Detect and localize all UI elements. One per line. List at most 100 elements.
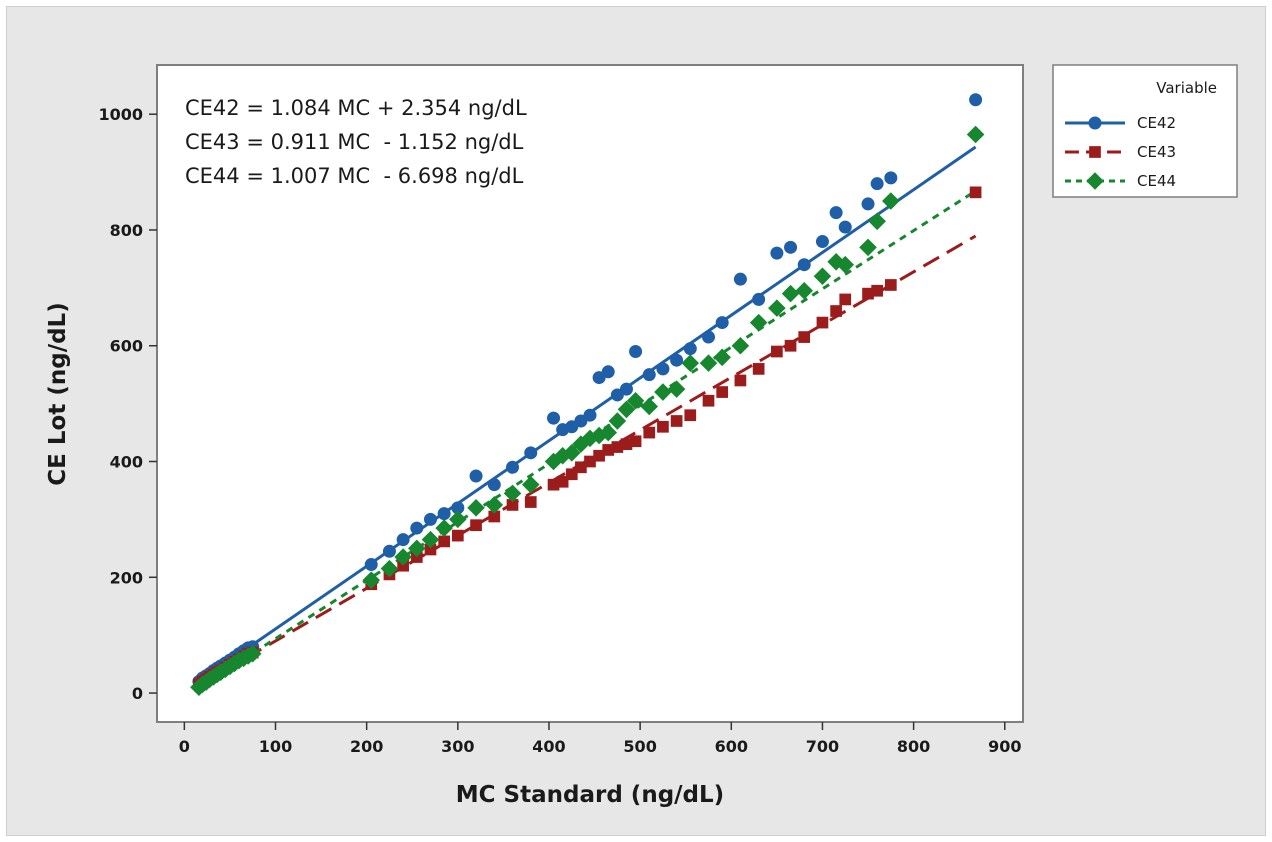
data-point-ce43 bbox=[969, 186, 982, 199]
data-point-ce43 bbox=[470, 519, 482, 532]
legend-marker-ce43 bbox=[1089, 146, 1101, 158]
data-point-ce43 bbox=[451, 529, 464, 542]
data-point-ce44 bbox=[868, 212, 886, 231]
data-point-ce42 bbox=[583, 408, 597, 422]
data-point-ce44 bbox=[503, 484, 522, 503]
x-axis: 0 100 200 300 400 500 600 700 800 900 bbox=[179, 722, 1021, 756]
data-point-ce44 bbox=[966, 125, 985, 144]
data-point-ce44 bbox=[795, 281, 813, 300]
x-tick-label: 200 bbox=[350, 737, 383, 756]
equation-ce43: CE43 = 0.911 MC - 1.152 ng/dL bbox=[185, 130, 524, 154]
data-point-ce43 bbox=[620, 438, 633, 450]
data-point-ce44 bbox=[435, 519, 453, 537]
data-point-ce43 bbox=[565, 468, 578, 481]
data-point-ce42 bbox=[469, 469, 483, 483]
data-point-ce44 bbox=[749, 313, 768, 332]
data-point-ce42 bbox=[715, 316, 729, 330]
data-point-ce43 bbox=[611, 441, 624, 453]
legend-label-ce42: CE42 bbox=[1137, 114, 1176, 132]
data-point-ce42 bbox=[752, 292, 766, 306]
data-point-ce43 bbox=[702, 394, 715, 407]
y-tick-label: 400 bbox=[110, 453, 143, 472]
data-point-ce44 bbox=[813, 267, 832, 286]
data-point-ce42 bbox=[382, 544, 396, 558]
data-point-ce43 bbox=[547, 478, 560, 491]
data-point-ce43 bbox=[862, 287, 874, 300]
data-point-ce42 bbox=[506, 460, 520, 474]
y-tick-label: 600 bbox=[110, 337, 143, 356]
data-point-ce44 bbox=[521, 475, 540, 494]
data-point-ce44 bbox=[362, 571, 380, 589]
data-point-ce44 bbox=[667, 380, 686, 398]
data-point-ce44 bbox=[421, 530, 440, 549]
x-tick-label: 600 bbox=[715, 737, 748, 756]
data-point-ce42 bbox=[396, 533, 410, 547]
legend-box bbox=[1052, 64, 1238, 198]
data-point-ce43 bbox=[438, 535, 450, 548]
data-point-ce44 bbox=[562, 444, 581, 462]
data-point-ce43 bbox=[629, 435, 642, 448]
data-point-ce44 bbox=[654, 383, 672, 401]
data-point-ce44 bbox=[572, 435, 590, 453]
data-point-ce42 bbox=[969, 93, 983, 107]
data-point-ce44 bbox=[699, 354, 718, 372]
data-point-ce42 bbox=[683, 342, 697, 356]
chart-svg: 0 100 200 300 400 500 600 700 800 900 0 200 400 600 8… bbox=[45, 64, 1238, 808]
data-point-ce44 bbox=[768, 299, 786, 317]
data-point-ce44 bbox=[467, 499, 485, 517]
data-point-ce43 bbox=[670, 415, 683, 427]
data-point-ce43 bbox=[784, 339, 797, 352]
data-point-ce42 bbox=[601, 365, 615, 379]
y-tick-label: 200 bbox=[110, 568, 143, 587]
legend-label-ce43: CE43 bbox=[1137, 143, 1176, 161]
data-point-ce44 bbox=[731, 336, 750, 355]
legend-entries: CE42 CE43 CE44 bbox=[1065, 114, 1176, 190]
data-point-ce43 bbox=[488, 510, 501, 523]
data-point-ce42 bbox=[437, 507, 451, 521]
data-point-ce44 bbox=[640, 397, 659, 416]
data-point-ce44 bbox=[859, 238, 877, 257]
data-point-ce43 bbox=[602, 444, 615, 456]
x-tick-label: 800 bbox=[897, 737, 930, 756]
x-tick-label: 0 bbox=[179, 737, 190, 756]
data-point-ce43 bbox=[798, 331, 811, 343]
data-point-ce43 bbox=[584, 455, 596, 468]
x-tick-label: 500 bbox=[623, 737, 656, 756]
data-point-ce44 bbox=[608, 412, 627, 430]
data-point-ce43 bbox=[593, 449, 605, 462]
data-point-ce43 bbox=[771, 345, 783, 358]
x-tick-label: 900 bbox=[988, 737, 1021, 756]
data-point-ce42 bbox=[829, 206, 843, 220]
data-point-ce44 bbox=[485, 496, 504, 514]
data-point-ce43 bbox=[684, 409, 697, 422]
data-point-ce42 bbox=[619, 382, 633, 396]
data-point-ce42 bbox=[642, 368, 656, 382]
data-point-ce43 bbox=[716, 386, 729, 398]
data-point-ce42 bbox=[815, 235, 829, 249]
chart-frame: 0 100 200 300 400 500 600 700 800 900 0 200 400 600 8… bbox=[6, 6, 1266, 836]
data-point-ce44 bbox=[626, 391, 645, 410]
data-point-ce43 bbox=[830, 305, 842, 317]
data-point-ce44 bbox=[713, 348, 731, 367]
data-point-ce43 bbox=[871, 284, 883, 297]
data-point-ce42 bbox=[524, 446, 538, 460]
data-point-ce43 bbox=[839, 293, 852, 306]
data-point-ce44 bbox=[394, 548, 412, 566]
data-point-ce42 bbox=[770, 246, 784, 260]
data-point-ce42 bbox=[838, 220, 852, 234]
data-point-ce44 bbox=[882, 192, 900, 210]
data-point-ce44 bbox=[243, 644, 262, 663]
data-markers bbox=[190, 93, 985, 697]
data-point-ce42 bbox=[733, 272, 747, 286]
legend: Variable CE42 CE43 CE44 bbox=[1052, 64, 1238, 198]
data-point-ce42 bbox=[870, 177, 884, 191]
data-point-ce43 bbox=[556, 475, 569, 488]
y-tick-label: 1000 bbox=[98, 105, 143, 124]
x-tick-label: 400 bbox=[532, 737, 565, 756]
legend-marker-ce44 bbox=[1086, 172, 1104, 190]
data-point-ce44 bbox=[617, 400, 636, 419]
data-point-ce43 bbox=[643, 426, 656, 439]
data-point-ce43 bbox=[884, 279, 897, 291]
x-tick-label: 300 bbox=[441, 737, 474, 756]
data-point-ce42 bbox=[670, 353, 684, 367]
